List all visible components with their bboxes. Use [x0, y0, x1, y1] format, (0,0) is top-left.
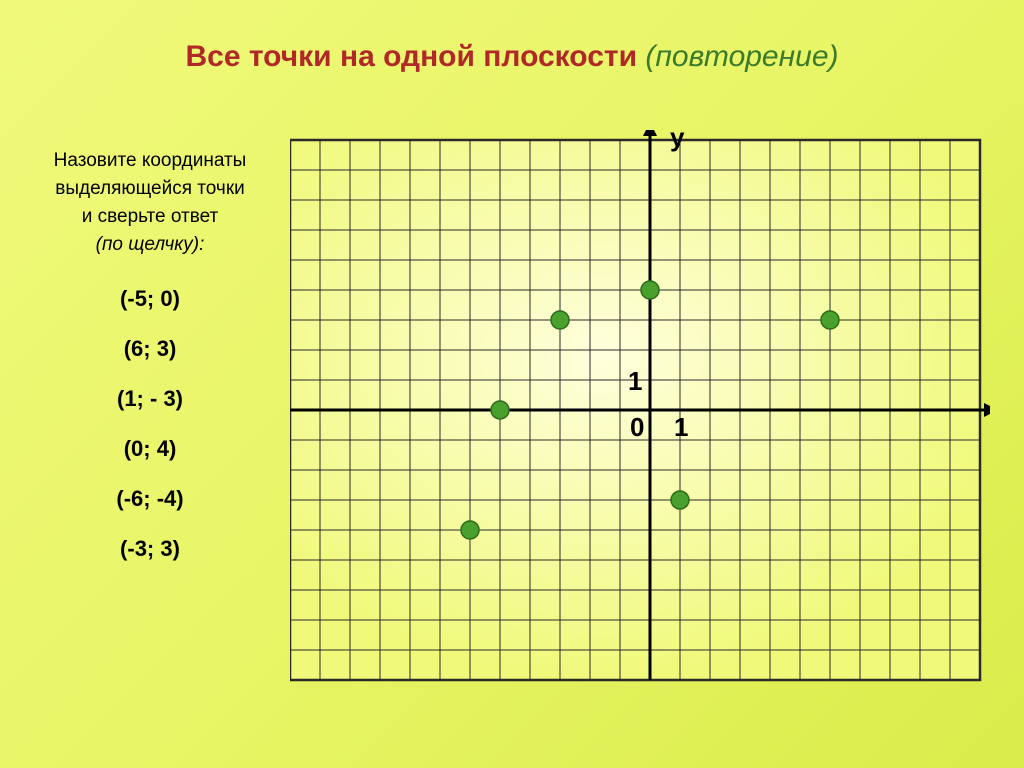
coord-item: (-3; 3): [30, 536, 270, 562]
instruction-line: Назовите координаты: [30, 150, 270, 172]
title-sub: (повторение): [645, 40, 838, 73]
coord-item: (0; 4): [30, 436, 270, 462]
x-axis-arrow: [984, 403, 990, 417]
coord-list: (-5; 0) (6; 3) (1; - 3) (0; 4) (-6; -4) …: [30, 286, 270, 562]
plot-point: [491, 401, 509, 419]
plot-point: [821, 311, 839, 329]
y-axis-arrow: [643, 130, 657, 136]
page-title: Все точки на одной плоскости (повторение…: [0, 40, 1024, 74]
coord-item: (1; - 3): [30, 386, 270, 412]
tick-1x-label: 1: [674, 412, 688, 442]
sidebar: Назовите координаты выделяющейся точки и…: [30, 150, 270, 586]
tick-1y-label: 1: [628, 366, 642, 396]
instruction-line: выделяющейся точки: [30, 178, 270, 200]
coord-item: (-5; 0): [30, 286, 270, 312]
chart-svg: ух011: [290, 130, 990, 700]
coord-item: (-6; -4): [30, 486, 270, 512]
plot-point: [671, 491, 689, 509]
instruction-line: (по щелчку):: [30, 234, 270, 256]
coord-item: (6; 3): [30, 336, 270, 362]
plot-point: [551, 311, 569, 329]
instruction-line: и сверьте ответ: [30, 206, 270, 228]
plot-point: [641, 281, 659, 299]
y-axis-label: у: [670, 130, 685, 152]
title-main: Все точки на одной плоскости: [186, 40, 638, 73]
origin-label: 0: [630, 412, 644, 442]
coordinate-chart: ух011: [290, 130, 990, 705]
plot-point: [461, 521, 479, 539]
